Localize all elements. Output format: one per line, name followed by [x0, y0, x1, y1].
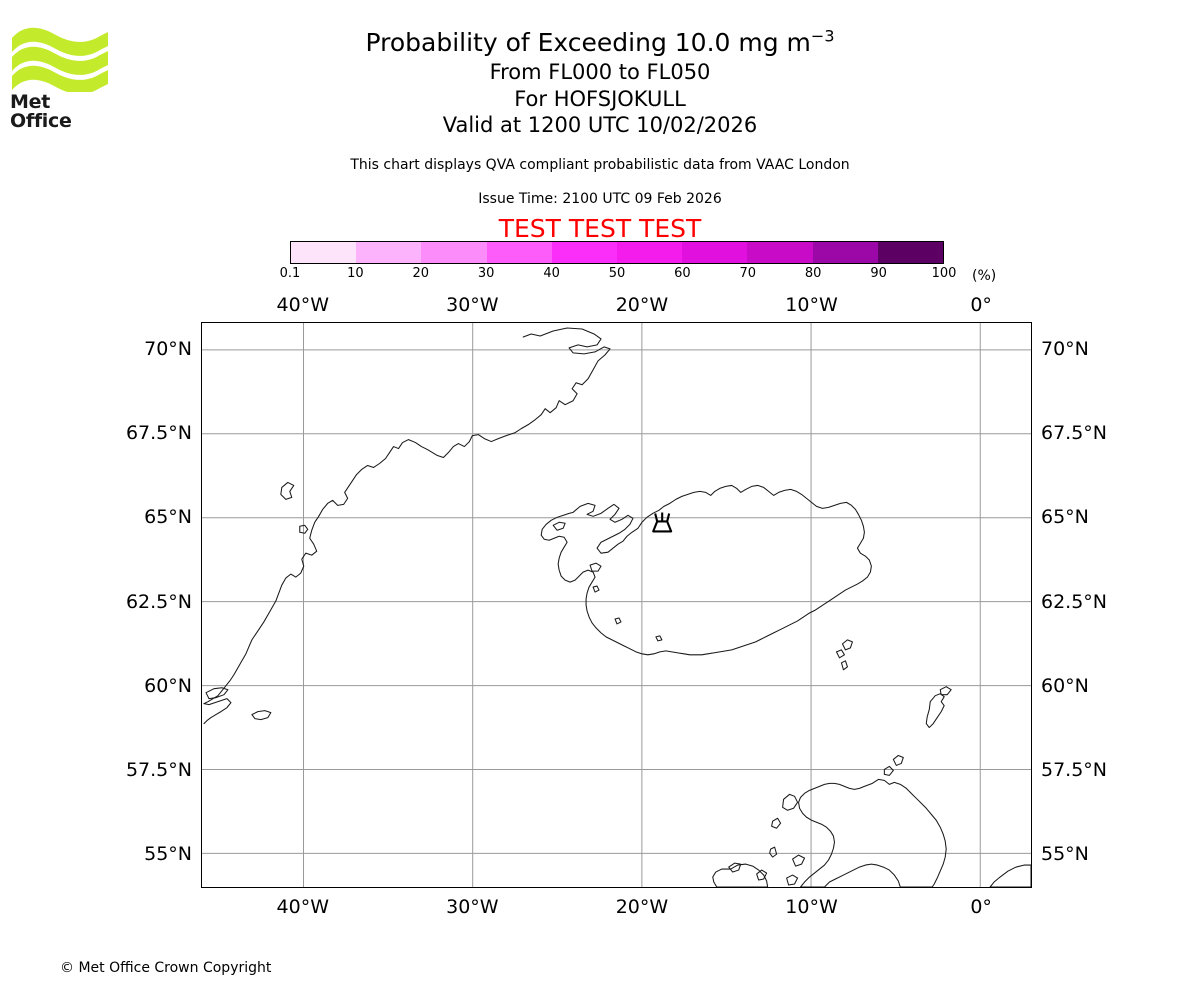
- coastline-hebrides-1: [782, 793, 799, 811]
- coastline-islay: [786, 874, 799, 886]
- test-banner: TEST TEST TEST: [498, 214, 702, 243]
- lat-label-right-57.5: 57.5°N: [1041, 759, 1108, 782]
- colorbar-tick-30: 30: [477, 266, 495, 281]
- coastline-shetland-north: [939, 686, 952, 696]
- colorbar-band-4: [551, 242, 618, 263]
- lat-label-right-67.5: 67.5°N: [1041, 422, 1108, 445]
- coastline-ireland: [712, 863, 769, 887]
- coastline-greenland-fjord-a: [205, 687, 229, 700]
- lat-label-right-55: 55°N: [1041, 843, 1089, 866]
- coastlines: [203, 327, 1031, 887]
- coastline-greenland-peninsula: [280, 481, 295, 500]
- coastline-hebrides-4: [756, 869, 768, 881]
- coastline-iceland: [540, 484, 872, 656]
- colorbar-band-7: [747, 242, 813, 263]
- colorbar-band-0: [291, 242, 357, 263]
- coastline-ireland-nw: [728, 862, 742, 873]
- lat-label-right-62.5: 62.5°N: [1041, 590, 1108, 613]
- coastline-hebrides-2: [771, 817, 782, 829]
- colorbar-bands: [290, 241, 944, 264]
- volcano-symbol: [652, 512, 673, 533]
- coastline-greenland: [203, 327, 611, 705]
- lat-label-left-55: 55°N: [144, 843, 192, 866]
- lon-label-bottom--40: 40°W: [276, 896, 329, 918]
- coastline-shetland: [925, 693, 945, 729]
- colorbar-tick-10: 10: [347, 266, 364, 281]
- coastline-greenland-fjord-b: [251, 710, 272, 721]
- coastline-greenland-islet: [299, 524, 309, 534]
- lat-label-right-65: 65°N: [1041, 506, 1089, 529]
- lat-label-left-65: 65°N: [144, 506, 192, 529]
- coastline-orkney: [892, 754, 904, 766]
- map-canvas: [202, 323, 1031, 887]
- title-flight-levels: From FL000 to FL050: [489, 60, 711, 84]
- colorbar-tick-20: 20: [412, 266, 430, 281]
- logo-wordmark: Met Office: [10, 91, 72, 132]
- colorbar-band-1: [356, 242, 422, 263]
- met-office-wave-mark: [12, 27, 108, 92]
- lat-label-left-57.5: 57.5°N: [125, 759, 192, 782]
- qva-compliance-note: This chart displays QVA compliant probab…: [350, 157, 850, 173]
- coastline-iceland-islet-3: [655, 635, 663, 642]
- lon-label-top--20: 20°W: [615, 294, 669, 316]
- lon-label-bottom--20: 20°W: [615, 896, 669, 918]
- colorbar-tick-40: 40: [543, 266, 560, 281]
- lon-label-top--40: 40°W: [276, 294, 329, 316]
- title-volcano-name: For HOFSJOKULL: [514, 86, 686, 111]
- colorbar-tick-labels: 0.1 10 20 30 40 50 60 70 80 90 100: [0, 266, 1200, 284]
- probability-colorbar: [290, 241, 944, 264]
- title-main-text: Probability of Exceeding 10.0 mg m: [365, 28, 811, 57]
- page-title: Probability of Exceeding 10.0 mg m−3: [0, 26, 1200, 59]
- coastline-mull: [792, 854, 806, 867]
- lat-label-left-60: 60°N: [144, 674, 192, 697]
- title-exponent: −3: [810, 26, 835, 46]
- lon-label-top-0: 0°: [970, 294, 992, 316]
- lat-label-right-70: 70°N: [1041, 337, 1089, 360]
- map-gridlines: [202, 323, 1031, 887]
- colorbar-tick-80: 80: [804, 266, 822, 281]
- title-valid-time: Valid at 1200 UTC 10/02/2026: [442, 113, 758, 137]
- coastline-iceland-islet-1: [592, 585, 600, 593]
- colorbar-band-6: [682, 242, 748, 263]
- colorbar-band-2: [421, 242, 487, 263]
- lon-label-bottom--30: 30°W: [446, 896, 499, 918]
- coastline-faroe-3: [840, 660, 848, 671]
- lon-label-top--30: 30°W: [446, 294, 499, 316]
- chart-title-block: Probability of Exceeding 10.0 mg m−3 Fro…: [0, 26, 1200, 139]
- volcano-marker-hofsjokull: [652, 512, 673, 533]
- coastline-orkney-2: [883, 765, 894, 776]
- map-frame: [201, 322, 1032, 888]
- colorbar-band-5: [617, 242, 683, 263]
- colorbar-tick-100: 100: [931, 266, 957, 281]
- lat-label-right-60: 60°N: [1041, 674, 1089, 697]
- lon-label-bottom--10: 10°W: [785, 896, 838, 918]
- coastline-iceland-westfjord-1: [552, 521, 566, 531]
- colorbar-band-9: [877, 242, 944, 263]
- coastline-iceland-westfjord-2: [589, 562, 602, 572]
- lat-label-left-70: 70°N: [144, 337, 192, 360]
- coastline-greenland-south: [203, 698, 232, 725]
- coastline-norway-sw: [989, 864, 1031, 887]
- lat-label-left-62.5: 62.5°N: [125, 590, 192, 613]
- lon-label-top--10: 10°W: [785, 294, 838, 316]
- colorbar-units-label: (%): [972, 268, 997, 284]
- lat-label-left-67.5: 67.5°N: [125, 422, 192, 445]
- colorbar-tick-90: 90: [870, 266, 887, 281]
- colorbar-tick-0.1: 0.1: [279, 266, 301, 281]
- map-panel: [201, 322, 1032, 888]
- copyright-label: © Met Office Crown Copyright: [60, 960, 272, 976]
- colorbar-tick-70: 70: [739, 266, 757, 281]
- lon-label-bottom-0: 0°: [970, 896, 992, 918]
- coastline-britain: [798, 778, 947, 887]
- colorbar-tick-60: 60: [674, 266, 691, 281]
- coastline-faroe-1: [841, 639, 853, 651]
- met-office-logo: Met Office: [10, 24, 115, 131]
- coastline-faroe-2: [835, 649, 845, 659]
- coastline-iceland-islet-2: [614, 617, 622, 625]
- issue-time-label: Issue Time: 2100 UTC 09 Feb 2026: [478, 191, 722, 207]
- coastline-hebrides-3: [769, 846, 778, 858]
- colorbar-tick-50: 50: [608, 266, 626, 281]
- colorbar-band-3: [486, 242, 552, 263]
- colorbar-band-8: [812, 242, 878, 263]
